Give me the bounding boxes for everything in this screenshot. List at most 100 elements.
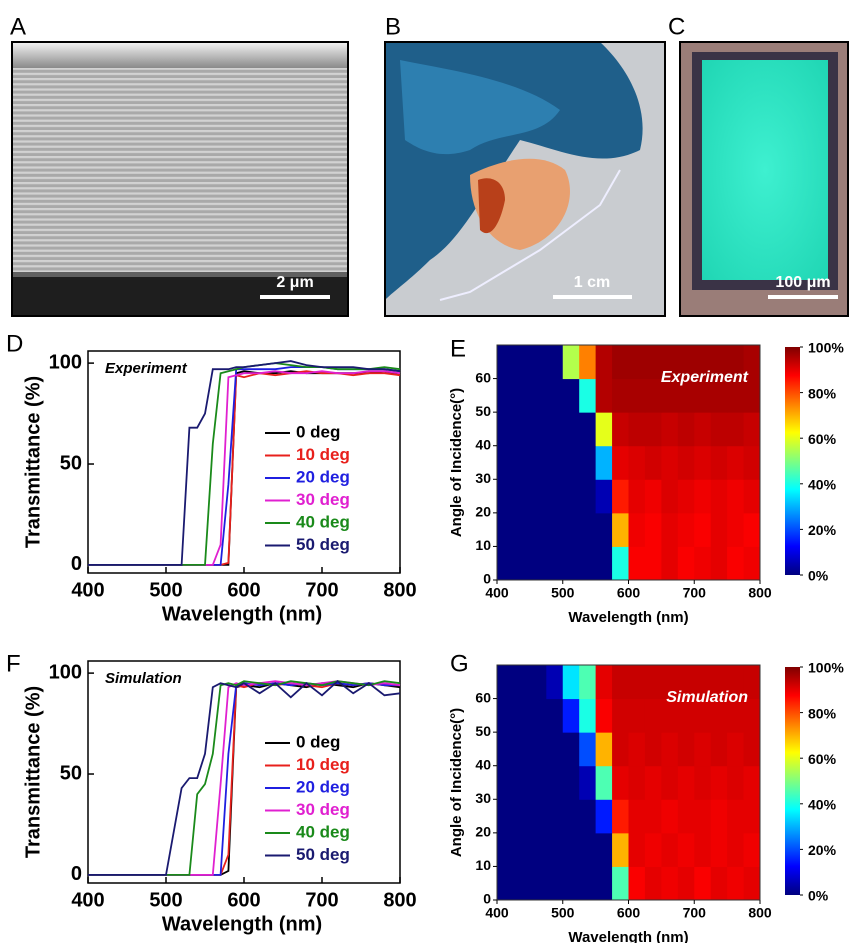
- y-tick-label: 50: [60, 762, 82, 784]
- heatmap-cell: [645, 699, 662, 733]
- heatmap-cell: [694, 766, 711, 800]
- heatmap-cell: [629, 699, 646, 733]
- legend-label: 50 deg: [296, 845, 350, 864]
- series-line: [88, 681, 400, 875]
- heatmap-cell: [629, 833, 646, 867]
- legend-label: 20 deg: [296, 777, 350, 796]
- heatmap-cell: [513, 833, 530, 867]
- heatmap-cell: [530, 446, 547, 480]
- panel-label: E: [450, 335, 466, 362]
- heatmap-cell: [711, 833, 728, 867]
- heatmap-cell: [661, 446, 678, 480]
- series-line: [88, 681, 400, 875]
- heatmap-cell: [744, 446, 761, 480]
- heatmap-cell: [711, 479, 728, 513]
- heatmap-cell: [530, 766, 547, 800]
- heatmap-cell: [546, 732, 563, 766]
- heatmap-cell: [727, 546, 744, 580]
- heatmap-cell: [497, 412, 514, 446]
- heatmap-cell: [727, 412, 744, 446]
- annotation: Experiment: [105, 360, 188, 377]
- heatmap-cell: [497, 833, 514, 867]
- heatmap-cell: [629, 546, 646, 580]
- x-tick-label: 400: [71, 889, 104, 911]
- heatmap-cell: [645, 833, 662, 867]
- heatmap-cell: [596, 833, 613, 867]
- heatmap-cell: [596, 379, 613, 413]
- heatmap-cell: [661, 833, 678, 867]
- heatmap-cell: [596, 446, 613, 480]
- heatmap-cell: [546, 699, 563, 733]
- x-tick-label: 500: [551, 905, 575, 921]
- heatmap-cell: [645, 412, 662, 446]
- heatmap-cell: [678, 446, 695, 480]
- y-tick-label: 20: [475, 824, 491, 840]
- heatmap-cell: [612, 513, 629, 547]
- legend-label: 30 deg: [296, 490, 350, 509]
- x-tick-label: 600: [227, 579, 260, 601]
- heatmap-cell: [744, 766, 761, 800]
- heatmap-cell: [563, 699, 580, 733]
- heatmap-cell: [513, 799, 530, 833]
- heatmap-cell: [744, 546, 761, 580]
- heatmap-cell: [563, 479, 580, 513]
- heatmap-cell: [563, 412, 580, 446]
- heatmap-cell: [678, 412, 695, 446]
- heatmap-cell: [694, 412, 711, 446]
- heatmap-cell: [563, 546, 580, 580]
- heatmap-cell: [497, 479, 514, 513]
- y-tick-label: 10: [475, 537, 491, 553]
- legend-label: 10 deg: [296, 445, 350, 464]
- heatmap-cell: [497, 866, 514, 900]
- heatmap-cell: [497, 699, 514, 733]
- series-line: [88, 683, 400, 875]
- heatmap-cell: [530, 866, 547, 900]
- heatmap-cell: [727, 446, 744, 480]
- annotation: Experiment: [661, 369, 749, 386]
- heatmap-cell: [629, 866, 646, 900]
- heatmap-cell: [744, 866, 761, 900]
- heatmap-cell: [612, 546, 629, 580]
- heatmap-cell: [645, 546, 662, 580]
- heatmap-cell: [579, 513, 596, 547]
- figure: A 2 μm B 1 cm C 100 μm D0501004005006007…: [0, 0, 860, 943]
- heatmap-cell: [596, 412, 613, 446]
- heatmap-cell: [563, 732, 580, 766]
- heatmap-cell: [513, 412, 530, 446]
- panel-label: C: [668, 13, 685, 40]
- heatmap-cell: [645, 345, 662, 379]
- heatmap-cell: [530, 833, 547, 867]
- heatmap-cell: [678, 833, 695, 867]
- heatmap-cell: [497, 665, 514, 699]
- annotation: Simulation: [105, 670, 182, 687]
- heatmap-cell: [645, 766, 662, 800]
- heatmap-cell: [711, 732, 728, 766]
- x-tick-label: 600: [227, 889, 260, 911]
- x-tick-label: 400: [485, 585, 509, 601]
- heatmap-cell: [612, 799, 629, 833]
- y-axis-title: Angle of Incidence(°): [448, 388, 465, 537]
- heatmap-cell: [694, 446, 711, 480]
- y-axis-title: Transmittance (%): [22, 376, 44, 548]
- x-tick-label: 400: [485, 905, 509, 921]
- legend-label: 20 deg: [296, 467, 350, 486]
- legend-label: 40 deg: [296, 512, 350, 531]
- heatmap-cell: [727, 766, 744, 800]
- heatmap-cell: [530, 513, 547, 547]
- scale-bar-label: 1 cm: [574, 274, 610, 291]
- heatmap-cell: [694, 732, 711, 766]
- heatmap-cell: [546, 866, 563, 900]
- heatmap-cell: [546, 766, 563, 800]
- heatmap-cell: [546, 412, 563, 446]
- legend-label: 10 deg: [296, 755, 350, 774]
- heatmap-cell: [612, 699, 629, 733]
- x-axis-title: Wavelength (nm): [568, 609, 688, 626]
- heatmap-cell: [579, 345, 596, 379]
- y-tick-label: 60: [475, 369, 491, 385]
- heatmap-cell: [678, 546, 695, 580]
- heatmap-cell: [661, 732, 678, 766]
- heatmap-cell: [629, 446, 646, 480]
- heatmap-cell: [744, 732, 761, 766]
- heatmap-cell: [727, 479, 744, 513]
- y-tick-label: 100: [49, 661, 82, 683]
